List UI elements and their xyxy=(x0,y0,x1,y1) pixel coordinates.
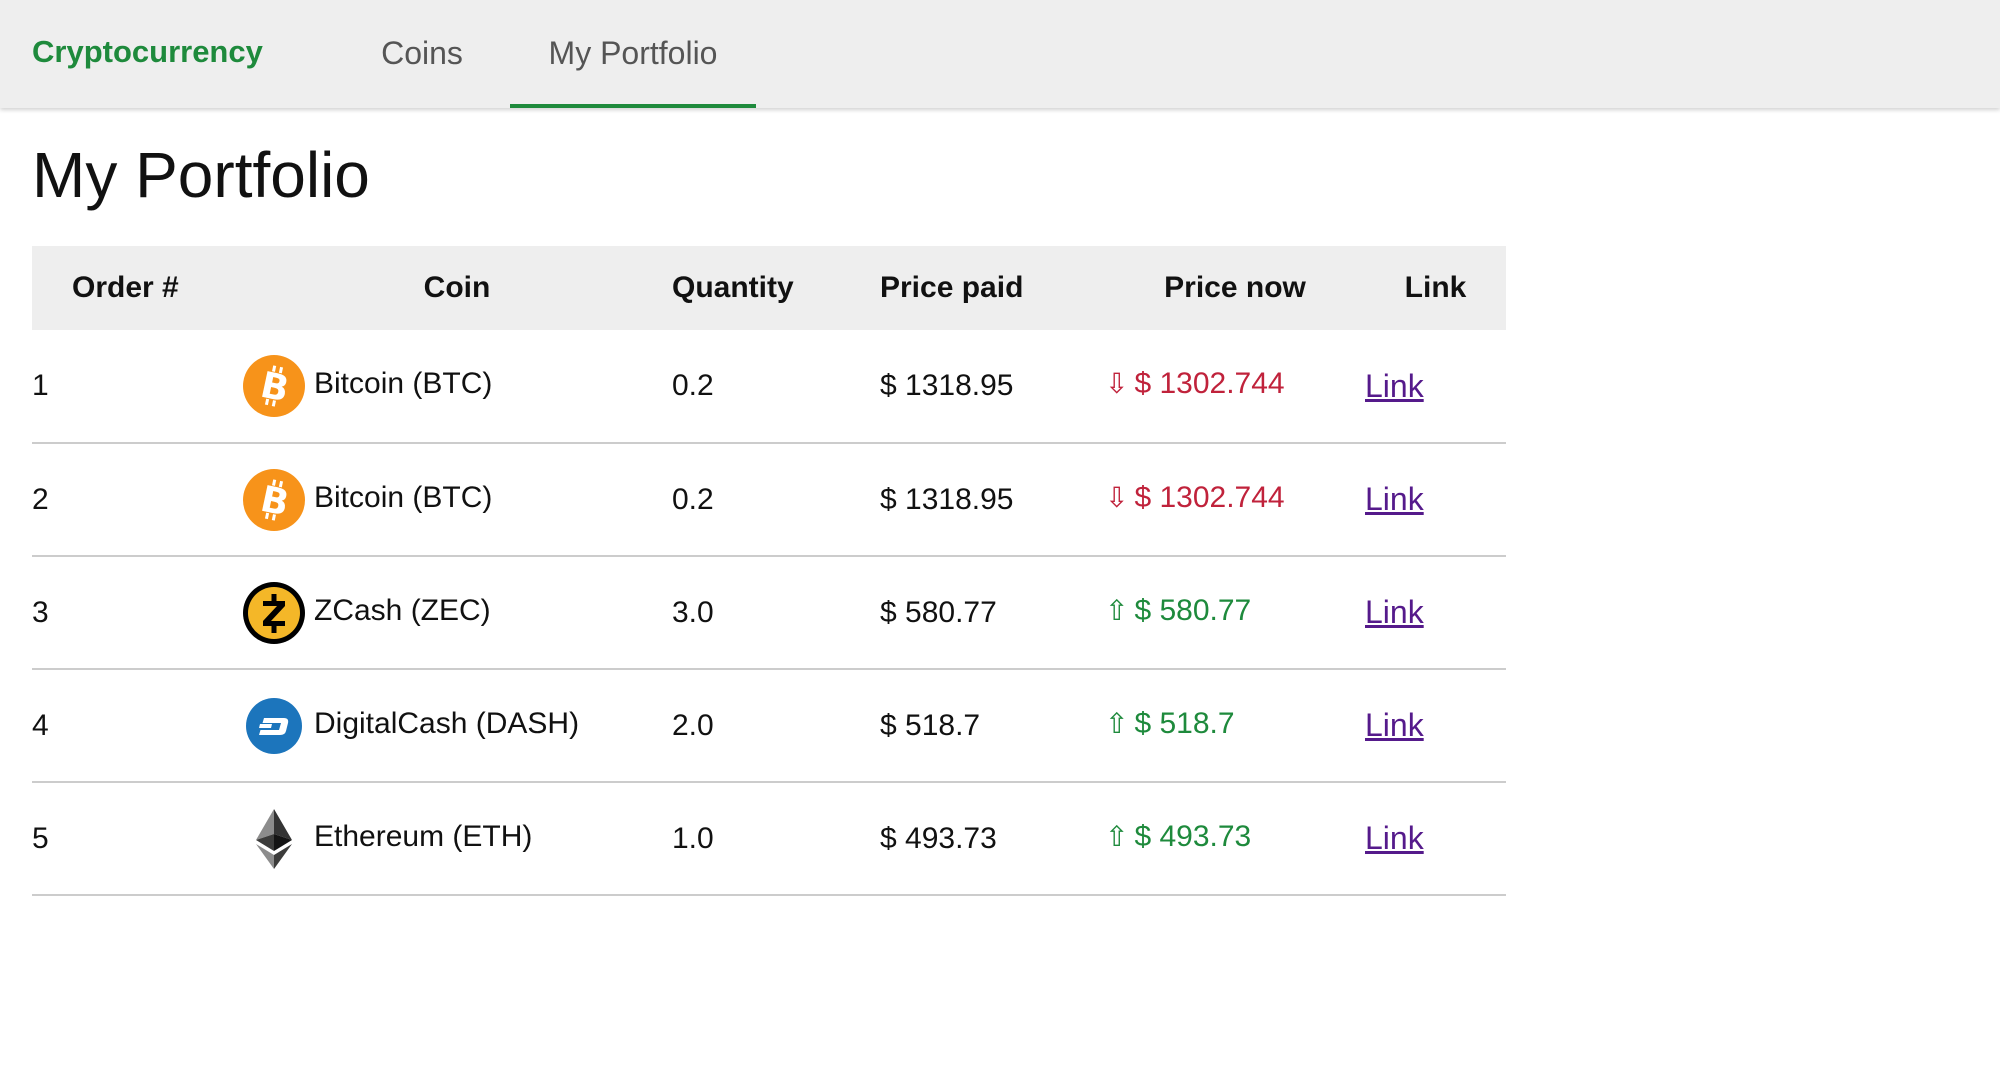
header-coin: Coin xyxy=(423,271,491,304)
order-number: 5 xyxy=(32,821,49,855)
arrow-down-icon: ⇩ xyxy=(1105,368,1129,399)
coin-link[interactable]: Link xyxy=(1365,707,1424,743)
quantity: 0.2 xyxy=(672,482,714,516)
quantity: 2.0 xyxy=(672,708,714,742)
coin-name: Bitcoin (BTC) xyxy=(314,367,493,400)
coin-name: Ethereum (ETH) xyxy=(314,819,533,853)
header-quantity: Quantity xyxy=(672,271,794,304)
tab-my-portfolio[interactable]: My Portfolio xyxy=(510,0,756,108)
zcash-icon xyxy=(242,581,306,645)
coin-name: ZCash (ZEC) xyxy=(314,593,491,627)
quantity: 3.0 xyxy=(672,595,714,629)
bitcoin-icon: B xyxy=(242,468,306,532)
arrow-up-icon: ⇧ xyxy=(1105,594,1129,626)
top-navbar: Cryptocurrency Coins My Portfolio xyxy=(0,0,2000,108)
bitcoin-icon: B xyxy=(242,354,306,418)
price-now: ⇧ $ 518.7 xyxy=(1105,706,1235,740)
order-number: 4 xyxy=(32,708,49,742)
price-now: ⇧ $ 580.77 xyxy=(1105,593,1252,627)
header-order: Order # xyxy=(72,271,179,304)
coin-link[interactable]: Link xyxy=(1365,481,1424,517)
header-price-paid: Price paid xyxy=(880,271,1024,304)
table-row: 4 DigitalCash (DASH) 2.0 $ 518.7 ⇧ $ 518.… xyxy=(32,669,1506,782)
arrow-down-icon: ⇩ xyxy=(1105,481,1129,513)
header-link: Link xyxy=(1404,271,1467,304)
table-row: 1 B Bitcoin (BTC) 0.2 $ 1318.95 ⇩ $ 1302.… xyxy=(32,330,1506,443)
portfolio-table: Order # Coin Quantity Price paid Price n… xyxy=(32,246,1506,896)
coin-cell: B Bitcoin (BTC) xyxy=(242,330,672,443)
coin-link[interactable]: Link xyxy=(1365,820,1424,856)
price-now: ⇩ $ 1302.744 xyxy=(1105,367,1285,400)
page-title: My Portfolio xyxy=(32,139,370,211)
table-row: 2 B Bitcoin (BTC) 0.2 $ 1318.95 ⇩ $ 1302.… xyxy=(32,443,1506,556)
coin-cell: DigitalCash (DASH) xyxy=(242,669,672,782)
price-paid: $ 580.77 xyxy=(880,595,997,629)
arrow-up-icon: ⇧ xyxy=(1105,820,1129,852)
order-number: 2 xyxy=(32,482,49,516)
ethereum-icon xyxy=(242,807,306,871)
brand-link[interactable]: Cryptocurrency xyxy=(32,34,263,69)
table-row: 3 ZCash (ZEC) 3.0 $ 580.77 ⇧ $ 580.77 Lin… xyxy=(32,556,1506,669)
order-number: 1 xyxy=(32,369,49,402)
order-number: 3 xyxy=(32,595,49,629)
dash-icon xyxy=(242,694,306,758)
coin-link[interactable]: Link xyxy=(1365,594,1424,630)
price-paid: $ 493.73 xyxy=(880,821,997,855)
coin-cell: Ethereum (ETH) xyxy=(242,782,672,895)
coin-name: DigitalCash (DASH) xyxy=(314,706,580,740)
header-price-now: Price now xyxy=(1164,271,1306,304)
price-paid: $ 1318.95 xyxy=(880,369,1014,402)
coin-name: Bitcoin (BTC) xyxy=(314,480,493,514)
quantity: 0.2 xyxy=(672,369,714,402)
price-now: ⇩ $ 1302.744 xyxy=(1105,480,1285,514)
coin-link[interactable]: Link xyxy=(1365,367,1424,404)
coin-cell: B Bitcoin (BTC) xyxy=(242,443,672,556)
coin-cell: ZCash (ZEC) xyxy=(242,556,672,669)
tab-coins[interactable]: Coins xyxy=(381,35,463,71)
table-header-row: Order # Coin Quantity Price paid Price n… xyxy=(32,246,1506,330)
price-now: ⇧ $ 493.73 xyxy=(1105,819,1252,853)
quantity: 1.0 xyxy=(672,821,714,855)
arrow-up-icon: ⇧ xyxy=(1105,707,1129,739)
table-row: 5 Ethereum (ETH) 1.0 $ 493.73 ⇧ $ 493.73 … xyxy=(32,782,1506,895)
price-paid: $ 1318.95 xyxy=(880,482,1014,516)
price-paid: $ 518.7 xyxy=(880,708,981,742)
